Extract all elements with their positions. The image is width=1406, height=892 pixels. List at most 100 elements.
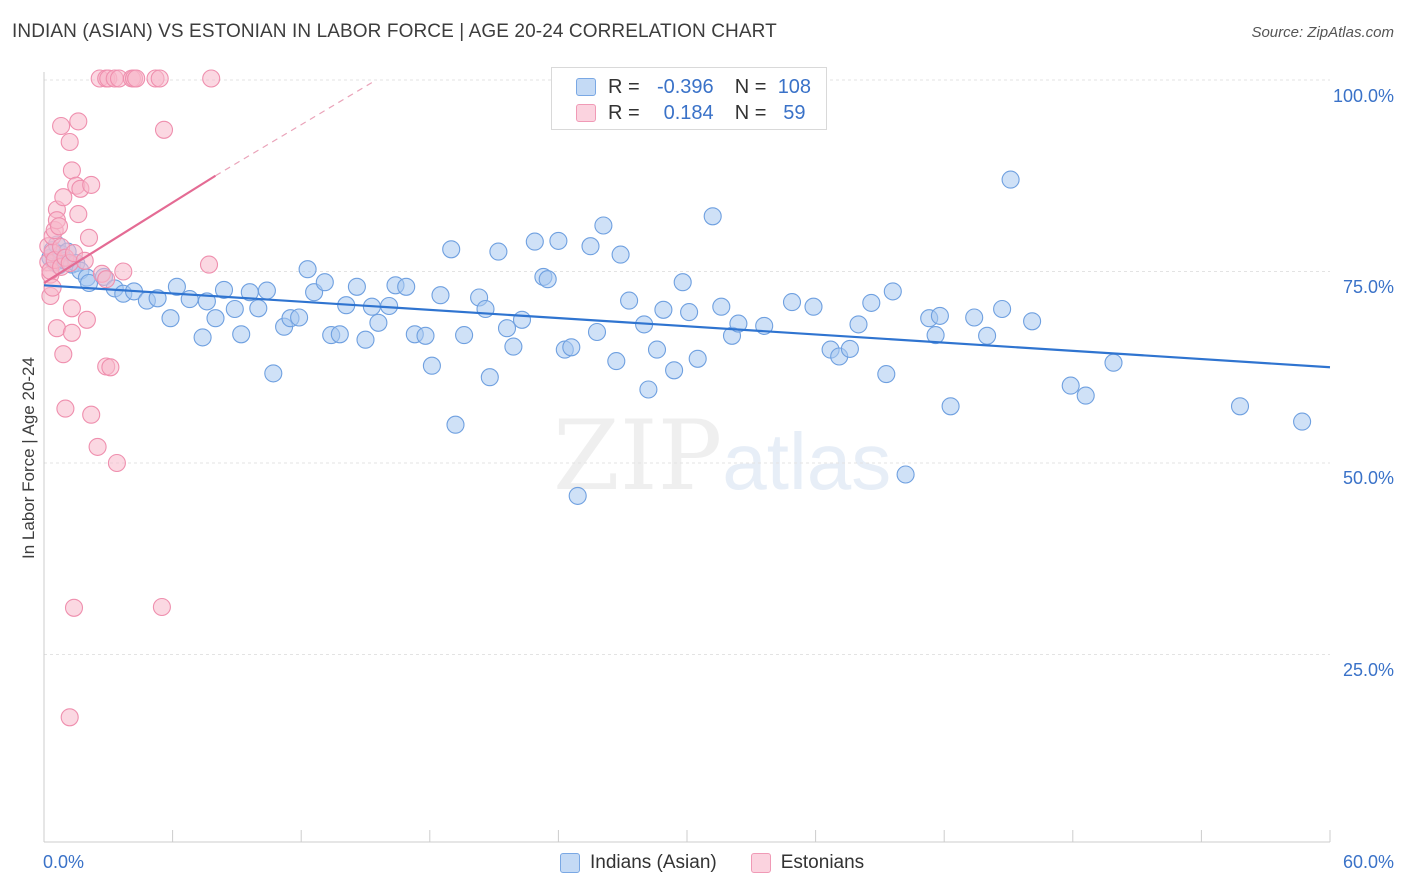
legend-n-label: N = [734, 101, 767, 124]
y-tick-50: 50.0% [1342, 468, 1394, 488]
point-indians [476, 299, 495, 319]
x-tick-max: 60.0% [1342, 852, 1394, 872]
point-indians [607, 352, 626, 371]
point-indians [264, 364, 283, 383]
point-indians [620, 291, 639, 310]
point-indians [422, 356, 441, 375]
point-indians [1230, 397, 1250, 416]
point-estonians [69, 205, 88, 224]
correlation-legend: R = -0.396 N = 108 R = 0.184 N = 59 [551, 67, 827, 130]
point-estonians [154, 120, 174, 139]
legend-n-value: 108 [777, 75, 812, 98]
legend-r-label: R = [608, 101, 640, 124]
y-tick-75: 75.0% [1342, 277, 1394, 297]
legend-swatch-indians [560, 853, 580, 873]
point-indians [290, 308, 309, 327]
point-indians [849, 315, 868, 334]
point-estonians [62, 299, 81, 318]
point-indians [568, 486, 587, 505]
legend-row-estonians: R = 0.184 N = 59 [576, 101, 814, 125]
legend-r-value: -0.396 [656, 75, 714, 98]
point-indians [941, 397, 960, 416]
point-estonians [97, 270, 116, 289]
point-indians [978, 326, 997, 345]
y-tick-25: 25.0% [1342, 660, 1394, 680]
point-indians [232, 325, 251, 344]
source-credit: Source: ZipAtlas.com [1251, 24, 1394, 41]
trendline-indians [43, 284, 1331, 369]
point-estonians [47, 319, 66, 338]
point-indians [298, 260, 317, 279]
point-indians [549, 231, 568, 250]
point-indians [497, 319, 517, 338]
point-estonians [75, 251, 94, 270]
point-indians [315, 273, 334, 292]
legend-swatch-estonians [750, 853, 771, 873]
point-indians [225, 299, 244, 319]
point-indians [431, 286, 450, 305]
point-indians [442, 240, 461, 259]
point-indians [688, 349, 707, 368]
point-indians [930, 306, 949, 325]
point-indians [654, 300, 673, 319]
point-estonians [62, 161, 81, 180]
point-indians [206, 309, 225, 328]
point-indians [1076, 386, 1095, 405]
point-estonians [101, 358, 120, 377]
point-indians [782, 293, 802, 312]
point-estonians [150, 69, 169, 88]
point-indians [804, 297, 823, 316]
point-estonians [49, 217, 69, 236]
point-estonians [62, 323, 81, 342]
legend-n-value: 59 [783, 101, 806, 124]
point-indians [197, 292, 216, 311]
series-legend: Indians (Asian) Estonians [560, 852, 898, 874]
legend-row-indians: R = -0.396 N = 108 [576, 75, 814, 99]
point-estonians [52, 116, 71, 136]
point-indians [647, 340, 667, 359]
point-estonians [114, 262, 133, 281]
point-estonians [54, 188, 73, 207]
point-indians [193, 328, 212, 347]
point-indians [926, 326, 945, 345]
point-indians [665, 361, 684, 380]
chart-title: INDIAN (ASIAN) VS ESTONIAN IN LABOR FORC… [12, 21, 777, 42]
point-indians [416, 326, 435, 345]
point-indians [330, 325, 349, 344]
point-estonians [82, 175, 101, 194]
legend-r-label: R = [608, 75, 640, 98]
point-estonians [60, 708, 79, 727]
point-indians [512, 310, 532, 329]
point-indians [883, 282, 902, 301]
legend-n-label: N = [734, 75, 767, 98]
point-indians [167, 277, 186, 296]
legend-label-indians: Indians (Asian) [590, 852, 717, 873]
point-indians [680, 303, 699, 322]
point-estonians [64, 598, 84, 617]
watermark-atlas: atlas [722, 417, 892, 506]
legend-item-estonians[interactable]: Estonians [750, 852, 865, 874]
point-indians [729, 314, 748, 333]
point-estonians [77, 310, 96, 329]
legend-label-estonians: Estonians [780, 852, 865, 873]
point-indians [397, 277, 416, 296]
point-indians [1293, 412, 1312, 431]
point-indians [504, 337, 523, 356]
legend-swatch-indians [576, 78, 596, 96]
point-indians [840, 339, 859, 358]
point-estonians [127, 69, 146, 88]
point-indians [1061, 376, 1080, 395]
legend-swatch-estonians [576, 104, 596, 122]
y-tick-100: 100.0% [1332, 86, 1394, 106]
point-estonians [202, 69, 221, 88]
legend-item-indians[interactable]: Indians (Asian) [560, 852, 717, 874]
point-estonians [69, 112, 88, 131]
y-axis-label: In Labor Force | Age 20-24 [19, 357, 38, 559]
point-indians [161, 309, 180, 328]
point-indians [525, 232, 544, 251]
point-indians [562, 338, 581, 357]
point-indians [455, 326, 474, 345]
point-indians [581, 237, 600, 256]
point-estonians [82, 405, 101, 424]
point-indians [673, 273, 692, 292]
